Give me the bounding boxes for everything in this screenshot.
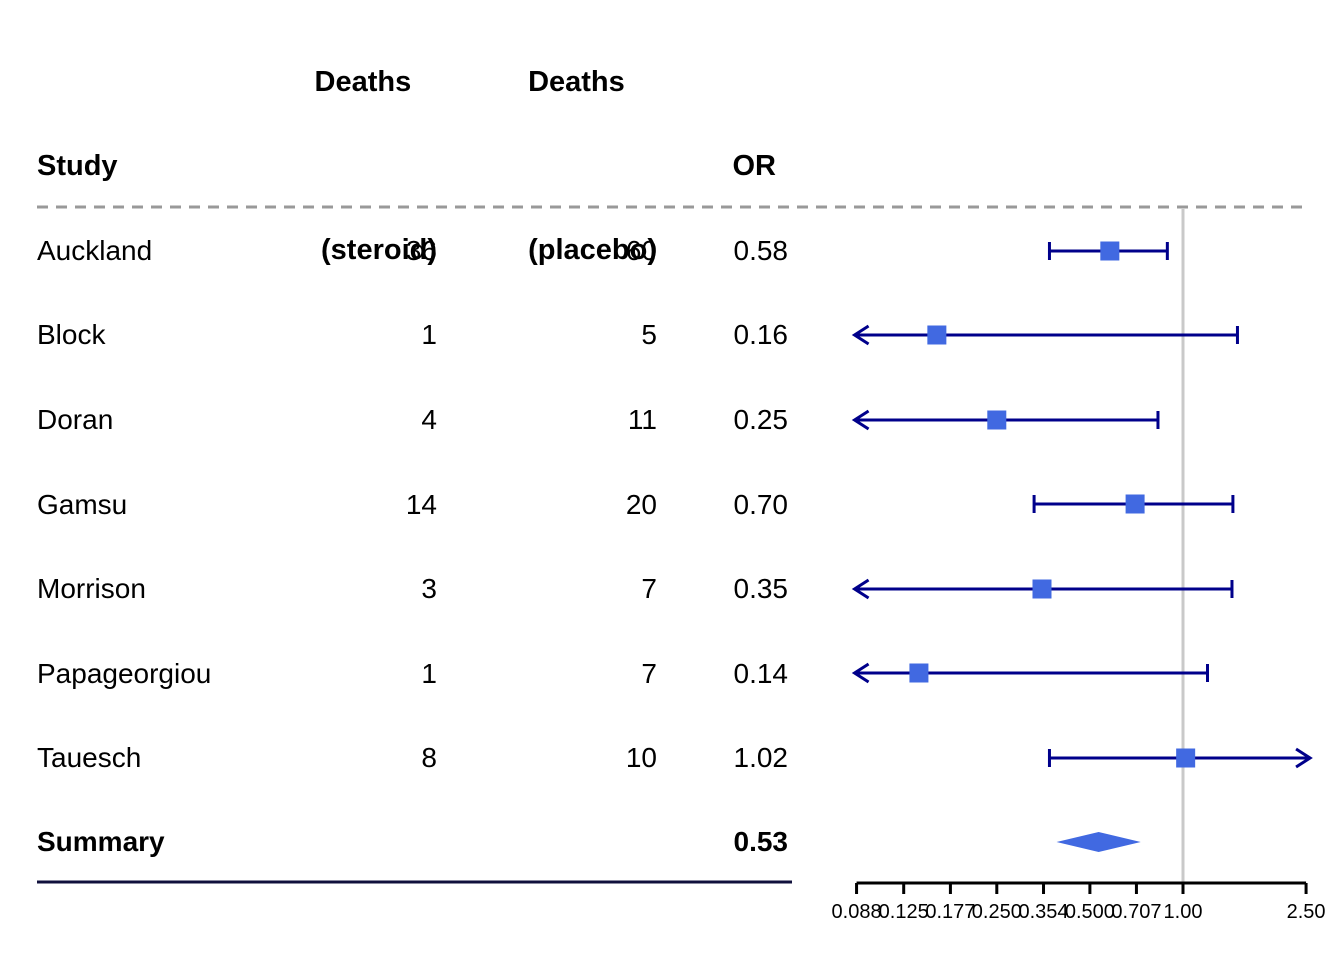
deaths-placebo-value: 7: [641, 573, 657, 604]
x-axis-tick-label: 0.250: [972, 901, 1022, 923]
or-value: 0.58: [733, 235, 789, 266]
header-deaths-steroid-line1: Deaths: [314, 66, 412, 98]
summary-or-value: 0.53: [733, 826, 789, 857]
x-axis-tick-label: 0.088: [832, 901, 882, 923]
column-header-deaths-steroid: Deaths (steroid): [237, 40, 437, 266]
study-name: Papageorgiou: [37, 658, 212, 689]
table-row: Morrison 3 7 0.35: [37, 569, 790, 609]
ci-arrow-left-icon: [851, 578, 870, 600]
or-point-marker-block: [927, 325, 947, 345]
deaths-placebo-value: 10: [625, 742, 657, 773]
table-row: Doran 4 11 0.25: [37, 400, 790, 440]
header-deaths-steroid-line2: (steroid): [321, 234, 437, 266]
or-point-marker-tauesch: [1176, 748, 1196, 768]
ci-arrow-left-icon: [851, 409, 870, 431]
or-value: 0.16: [733, 319, 789, 350]
summary-diamond-marker: [1056, 832, 1141, 852]
deaths-steroid-value: 36: [405, 235, 437, 266]
deaths-steroid-value: 3: [421, 573, 437, 604]
study-name: Tauesch: [37, 742, 142, 773]
summary-row: Summary 0.53: [37, 822, 790, 862]
or-value: 0.14: [733, 658, 789, 689]
ci-arrow-left-icon: [851, 324, 870, 346]
or-point-marker-morrison: [1032, 579, 1052, 599]
study-name: Morrison: [37, 573, 146, 604]
study-name: Block: [37, 319, 106, 350]
study-name: Doran: [37, 404, 114, 435]
column-header-or: OR: [732, 150, 777, 182]
table-row: Auckland 36 60 0.58: [37, 231, 790, 271]
study-name: Gamsu: [37, 489, 128, 520]
table-row: Tauesch 8 10 1.02: [37, 738, 790, 778]
deaths-placebo-value: 5: [641, 319, 657, 350]
or-point-marker-auckland: [1100, 241, 1120, 261]
or-value: 0.70: [733, 489, 789, 520]
x-axis-tick-label: 0.354: [1018, 901, 1068, 923]
column-header-study: Study: [37, 150, 118, 182]
ci-arrow-left-icon: [851, 662, 870, 684]
deaths-steroid-value: 4: [421, 404, 437, 435]
column-header-deaths-placebo: Deaths (placebo): [437, 40, 657, 266]
x-axis-tick-label: 0.177: [925, 901, 975, 923]
or-value: 0.25: [733, 404, 789, 435]
x-axis-tick-label: 0.125: [879, 901, 929, 923]
deaths-steroid-value: 1: [421, 658, 437, 689]
deaths-placebo-value: 20: [625, 489, 657, 520]
table-row: Block 1 5 0.16: [37, 315, 790, 355]
header-deaths-placebo-line1: Deaths: [528, 66, 625, 98]
x-axis-tick-label: 1.00: [1164, 901, 1203, 923]
or-point-marker-gamsu: [1125, 494, 1145, 514]
deaths-placebo-value: 60: [625, 235, 657, 266]
header-deaths-placebo-line2: (placebo): [528, 234, 657, 266]
or-value: 1.02: [733, 742, 789, 773]
x-axis-tick-label: 2.50: [1287, 901, 1326, 923]
or-value: 0.35: [733, 573, 789, 604]
deaths-steroid-value: 1: [421, 319, 437, 350]
ci-arrow-right-icon: [1295, 747, 1313, 769]
x-axis-tick-label: 0.500: [1065, 901, 1115, 923]
deaths-placebo-value: 7: [641, 658, 657, 689]
x-axis-tick-label: 0.707: [1111, 901, 1161, 923]
deaths-steroid-value: 14: [405, 489, 437, 520]
table-row: Gamsu 14 20 0.70: [37, 485, 790, 525]
table-row: Papageorgiou 1 7 0.14: [37, 654, 790, 694]
deaths-placebo-value: 11: [627, 404, 657, 435]
deaths-steroid-value: 8: [421, 742, 437, 773]
summary-label: Summary: [37, 826, 165, 857]
study-name: Auckland: [37, 235, 153, 266]
or-point-marker-doran: [987, 410, 1007, 430]
or-point-marker-papageorgiou: [909, 663, 929, 683]
